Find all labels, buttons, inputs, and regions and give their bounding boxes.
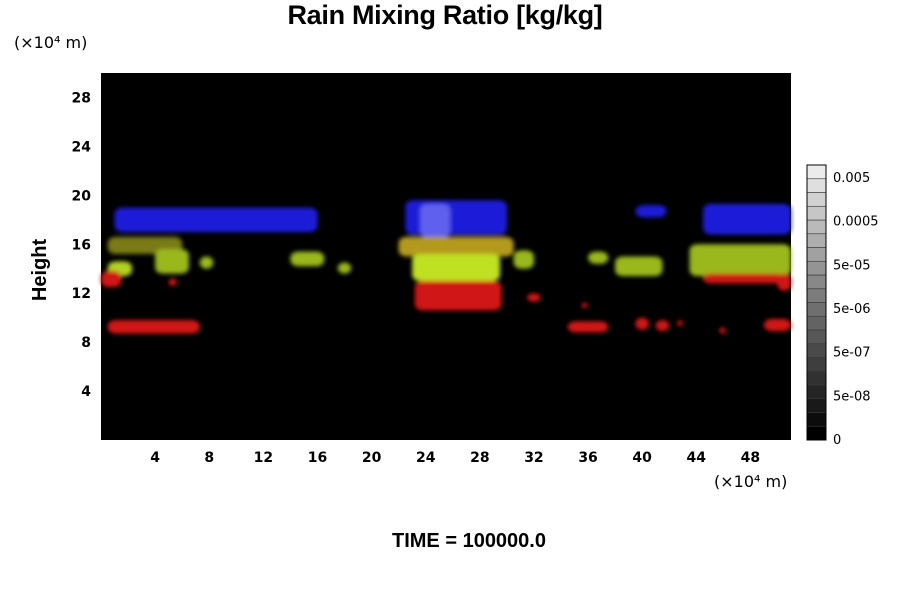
x-tick-label: 12 [254, 450, 273, 466]
colorbar-frame [806, 164, 827, 441]
data-blob-7 [155, 249, 189, 274]
colorbar-tick-label: 5e-06 [833, 302, 871, 317]
colorbar-level [806, 164, 827, 180]
colorbar-level [806, 329, 827, 345]
colorbar-tick-label: 5e-07 [833, 346, 871, 361]
colorbar-level [806, 233, 827, 248]
data-blob-8 [199, 256, 214, 269]
colorbar-level [806, 247, 827, 262]
data-blobs [101, 200, 791, 334]
data-blob-27 [655, 320, 670, 332]
colorbar-level [806, 357, 827, 372]
colorbar-level [806, 302, 827, 317]
data-blob-21 [581, 302, 589, 308]
colorbar-level [806, 274, 827, 290]
y-tick-label: 16 [72, 237, 91, 253]
colorbar-level [806, 398, 827, 413]
colorbar-level [806, 178, 827, 193]
data-blob-0 [114, 207, 318, 233]
x-tick-label: 8 [204, 450, 214, 466]
colorbar-level [806, 260, 827, 276]
data-blob-17 [101, 271, 122, 288]
y-tick-label: 20 [72, 188, 92, 204]
data-blob-14 [588, 251, 609, 264]
data-blob-18 [168, 278, 177, 286]
colorbar-level [806, 315, 827, 331]
x-tick-label: 28 [470, 450, 489, 466]
y-tick-label: 12 [72, 286, 91, 302]
x-tick-label: 4 [150, 450, 160, 466]
colorbar [806, 164, 827, 441]
colorbar-tick-label: 5e-08 [833, 389, 871, 404]
colorbar-level [806, 343, 827, 358]
colorbar-tick-label: 0 [833, 433, 841, 448]
colorbar-level [806, 192, 827, 207]
x-tick-label: 24 [416, 450, 436, 466]
data-blob-19 [414, 280, 502, 311]
time-label: TIME = 100000.0 [392, 530, 546, 552]
x-tick-label: 36 [578, 450, 597, 466]
x-tick-labels: 4 8 12 16 20 24 28 32 36 40 44 48 [150, 450, 760, 466]
data-blob-4 [703, 203, 791, 235]
data-blob-24 [107, 320, 200, 334]
data-blob-26 [635, 317, 649, 330]
data-blob-30 [763, 318, 791, 332]
colorbar-tick-label: 0.0005 [833, 215, 879, 230]
colorbar-tick-label: 5e-05 [833, 258, 871, 273]
colorbar-level [806, 370, 827, 386]
colorbar-level [806, 425, 827, 441]
y-axis-unit: (×10⁴ m) [14, 33, 88, 52]
data-blob-9 [290, 251, 325, 267]
data-blob-23 [777, 273, 791, 291]
colorbar-level [806, 205, 827, 221]
data-blob-15 [615, 256, 663, 277]
data-blob-2 [420, 203, 451, 239]
data-blob-22 [703, 273, 785, 284]
data-blob-12 [412, 254, 501, 281]
data-blob-11 [398, 236, 514, 257]
x-tick-label: 48 [741, 450, 760, 466]
data-blob-13 [513, 250, 534, 269]
colorbar-level [806, 384, 827, 400]
chart-title: Rain Mixing Ratio [kg/kg] [287, 0, 603, 30]
x-tick-label: 40 [632, 450, 652, 466]
x-tick-label: 20 [362, 450, 382, 466]
colorbar-tick-label: 0.005 [833, 171, 870, 186]
x-tick-label: 16 [308, 450, 327, 466]
data-blob-28 [677, 320, 683, 327]
x-tick-label: 32 [524, 450, 543, 466]
y-tick-label: 24 [72, 139, 92, 155]
colorbar-level [806, 219, 827, 235]
x-tick-label: 44 [687, 450, 707, 466]
data-blob-29 [719, 327, 727, 334]
y-tick-labels: 4 8 12 16 20 24 28 [72, 90, 92, 400]
y-tick-label: 8 [81, 335, 91, 351]
data-blob-25 [567, 321, 609, 333]
colorbar-level [806, 412, 827, 427]
data-blob-20 [527, 293, 541, 302]
colorbar-tick-labels: 0 5e-08 5e-07 5e-06 5e-05 0.0005 0.005 [833, 171, 879, 448]
data-blob-16 [689, 244, 791, 277]
y-tick-label: 4 [81, 384, 91, 400]
y-tick-label: 28 [72, 90, 91, 106]
colorbar-level [806, 288, 827, 303]
x-axis-unit: (×10⁴ m) [714, 472, 788, 491]
data-blob-3 [635, 205, 667, 218]
data-blob-10 [337, 262, 352, 274]
